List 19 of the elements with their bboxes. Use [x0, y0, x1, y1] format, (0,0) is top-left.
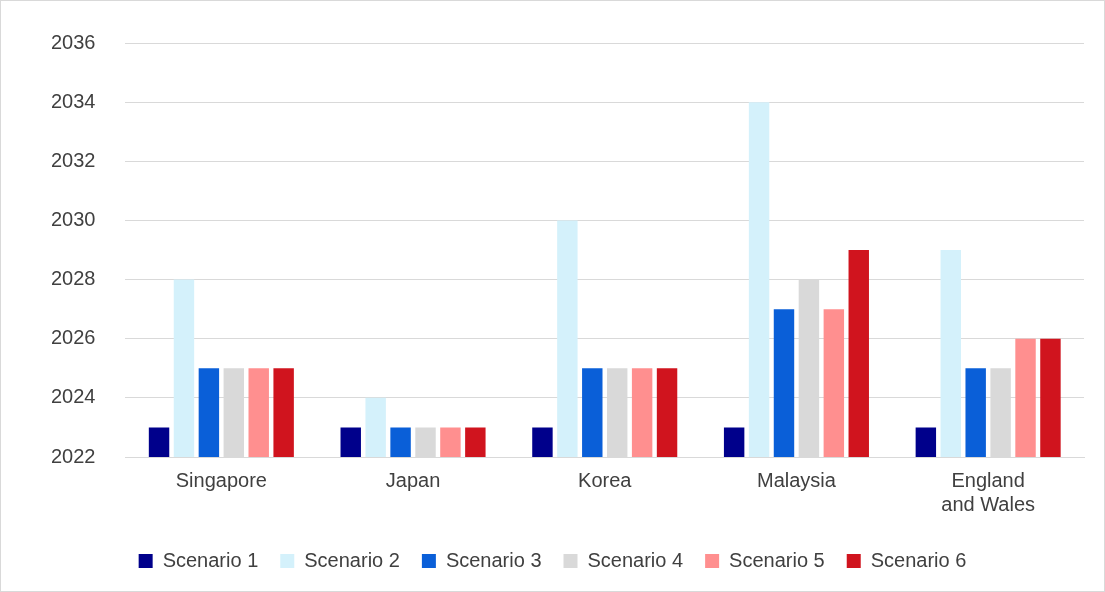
- legend-label: Scenario 2: [304, 548, 400, 571]
- y-tick-label: 2034: [50, 89, 96, 112]
- y-tick-label: 2022: [50, 444, 96, 467]
- y-tick-label: 2028: [50, 267, 96, 290]
- x-tick-label: Japan: [385, 468, 441, 491]
- y-tick-label: 2024: [50, 385, 96, 408]
- y-tick-label: 2026: [50, 326, 96, 349]
- y-tick-label: 2032: [50, 148, 96, 171]
- x-tick-label: England and Wales: [941, 468, 1036, 515]
- legend-label: Scenario 1: [162, 548, 259, 571]
- x-tick-label: Singapore: [175, 468, 267, 491]
- legend-label: Scenario 3: [445, 548, 542, 571]
- y-tick-label: 2030: [50, 207, 96, 230]
- x-tick-label: Korea: [578, 468, 633, 491]
- x-tick-label: Malaysia: [756, 468, 837, 491]
- legend-label: Scenario 6: [870, 548, 967, 571]
- legend-label: Scenario 4: [587, 548, 684, 571]
- y-tick-label: 2036: [50, 30, 96, 53]
- legend-label: Scenario 5: [729, 548, 825, 571]
